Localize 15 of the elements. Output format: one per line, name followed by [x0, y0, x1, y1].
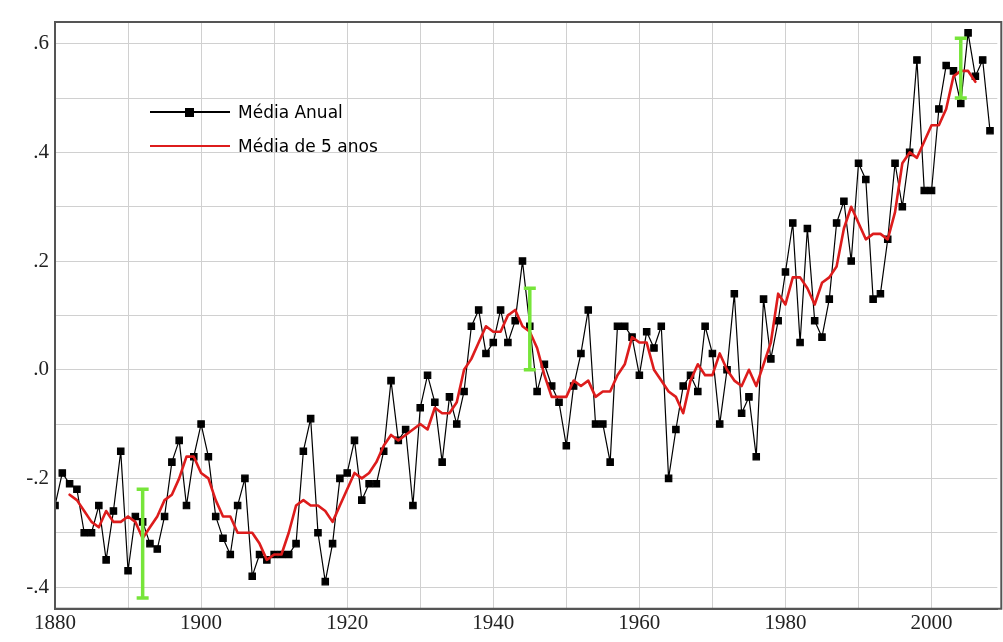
- x-tick-label: 1900: [180, 609, 223, 634]
- legend-label: Média de 5 anos: [238, 136, 378, 156]
- y-tick-label: .0: [33, 356, 49, 381]
- x-tick-label: 1880: [34, 609, 76, 634]
- y-tick-label: -.2: [26, 464, 49, 489]
- x-tick-label: 2000: [910, 609, 953, 634]
- y-tick-label: .2: [33, 247, 49, 272]
- y-tick-label: .4: [33, 138, 50, 163]
- y-tick-label: -.4: [26, 573, 50, 598]
- y-tick-label: .6: [33, 30, 49, 55]
- legend-label: Média Anual: [238, 102, 343, 122]
- x-tick-label: 1920: [326, 609, 369, 634]
- x-tick-label: 1960: [618, 609, 661, 634]
- x-tick-label: 1980: [764, 609, 807, 634]
- x-tick-label: 1940: [472, 609, 515, 634]
